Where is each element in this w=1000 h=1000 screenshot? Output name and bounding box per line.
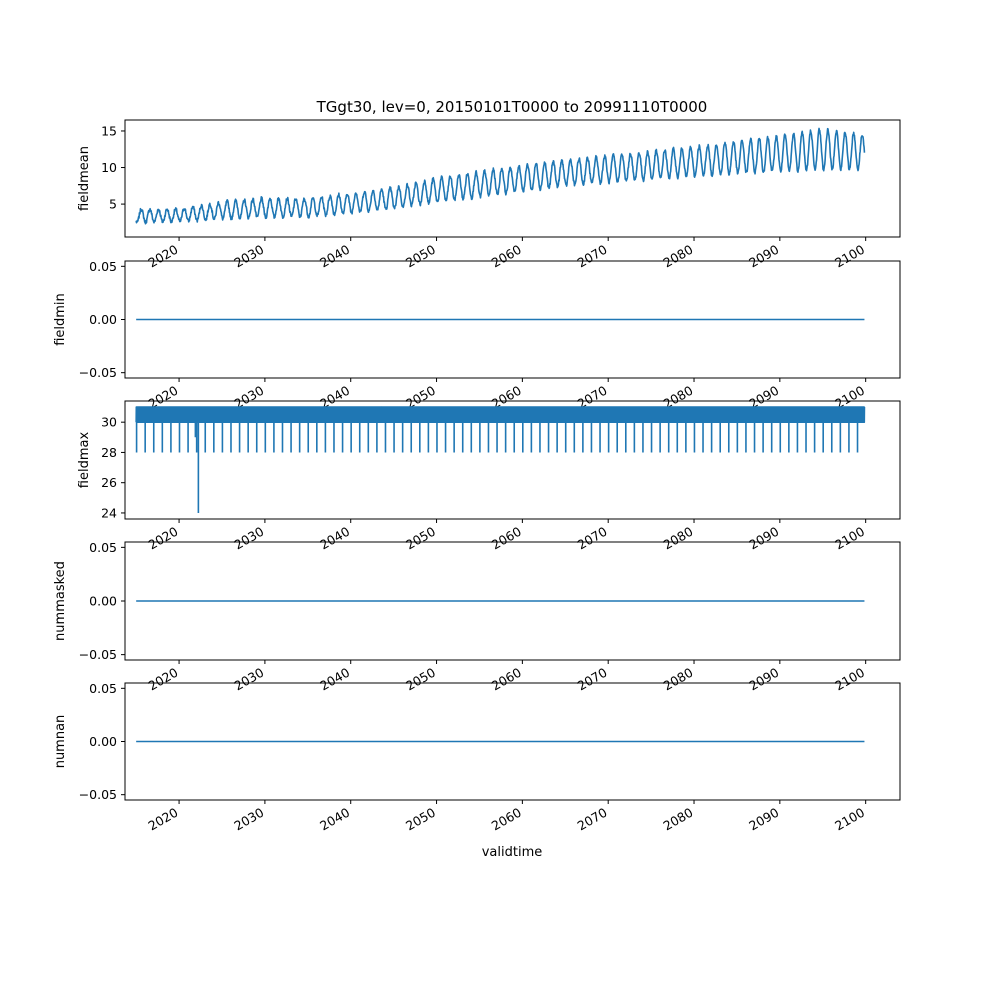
fieldmax-xtick-label: 2060 (489, 524, 524, 553)
numnan-xtick-label: 2040 (317, 805, 352, 834)
fieldmean-xtick-label: 2020 (146, 242, 181, 271)
nummasked-y-axis-label: nummasked (53, 561, 68, 641)
nummasked-xtick-label: 2030 (231, 665, 266, 694)
fieldmean-axes-frame (124, 119, 901, 238)
numnan-xtick-label: 2070 (575, 805, 610, 834)
nummasked-xtick-label: 2070 (575, 665, 610, 694)
numnan-xtick-label: 2030 (231, 805, 266, 834)
nummasked-ytick-label: −0.05 (79, 647, 117, 662)
fieldmax-ytick-label: 26 (101, 475, 117, 490)
numnan-ytick-label: 0.05 (89, 681, 117, 696)
fieldmax-axes-frame (124, 400, 901, 520)
fieldmean-xtick-label: 2040 (317, 242, 352, 271)
panel-nummasked: −0.05 0.00 0.05 2020 2030 2040 2050 2060 2070 208… (53, 540, 901, 694)
fieldmean-ytick-label: 10 (101, 160, 117, 175)
nummasked-xtick-label: 2020 (146, 665, 181, 694)
nummasked-ytick-label: 0.00 (89, 594, 117, 609)
fieldmax-xtick-label: 2070 (575, 524, 610, 553)
nummasked-xtick-label: 2060 (489, 665, 524, 694)
fieldmax-xtick-label: 2040 (317, 524, 352, 553)
fieldmin-ytick-label: 0.00 (89, 312, 117, 327)
fieldmean-xtick-label: 2090 (746, 242, 781, 271)
fieldmax-xtick-label: 2090 (746, 524, 781, 553)
panel-fieldmean: 5 10 15 2020 2030 2040 2050 2060 2070 2080 2090 210… (77, 119, 901, 271)
nummasked-xtick-label: 2040 (317, 665, 352, 694)
fieldmax-xtick-label: 2030 (231, 524, 266, 553)
fieldmax-y-axis-label: fieldmax (77, 432, 92, 489)
fieldmean-ytick-label: 15 (101, 123, 117, 138)
numnan-xtick-label: 2060 (489, 805, 524, 834)
nummasked-xtick-label: 2050 (403, 665, 438, 694)
fieldmean-xtick-label: 2030 (231, 242, 266, 271)
nummasked-ytick-label: 0.05 (89, 540, 117, 555)
fieldmean-ytick-label: 5 (109, 197, 117, 212)
fieldmax-xtick-label: 2080 (660, 524, 695, 553)
numnan-xtick-label: 2100 (832, 805, 867, 834)
numnan-xtick-label: 2020 (146, 805, 181, 834)
panel-numnan: −0.05 0.00 0.05 2020 2030 2040 2050 2060 2070 208… (53, 681, 901, 834)
numnan-xtick-label: 2050 (403, 805, 438, 834)
x-axis-label: validtime (482, 845, 543, 860)
nummasked-xtick-label: 2090 (746, 665, 781, 694)
fieldmax-ytick-label: 24 (101, 505, 117, 520)
fieldmean-xtick-label: 2080 (660, 242, 695, 271)
fieldmin-y-axis-label: fieldmin (53, 293, 68, 346)
fieldmax-xtick-label: 2020 (146, 524, 181, 553)
chart-title: TGgt30, lev=0, 20150101T0000 to 20991110… (316, 98, 708, 116)
fieldmean-series-line (135, 127, 866, 225)
fieldmax-xtick-label: 2100 (832, 524, 867, 553)
numnan-ytick-label: 0.00 (89, 734, 117, 749)
numnan-y-axis-label: numnan (53, 715, 68, 769)
fieldmean-xtick-label: 2070 (575, 242, 610, 271)
numnan-xtick-label: 2090 (746, 805, 781, 834)
fieldmax-xtick-label: 2050 (403, 524, 438, 553)
fieldmean-xtick-label: 2060 (489, 242, 524, 271)
fieldmean-y-axis-label: fieldmean (77, 146, 92, 211)
nummasked-xtick-label: 2100 (832, 665, 867, 694)
fieldmean-xtick-label: 2100 (832, 242, 867, 271)
nummasked-xtick-label: 2080 (660, 665, 695, 694)
fieldmax-series-line (135, 406, 866, 513)
numnan-ytick-label: −0.05 (79, 787, 117, 802)
fieldmean-xtick-label: 2050 (403, 242, 438, 271)
fieldmax-ytick-label: 30 (101, 415, 117, 430)
panel-fieldmax: 24 26 28 30 2020 2030 2040 2050 2060 2070 2080 2090… (77, 400, 901, 553)
fieldmin-ytick-label: 0.05 (89, 259, 117, 274)
numnan-xtick-label: 2080 (660, 805, 695, 834)
fieldmax-ytick-label: 28 (101, 445, 117, 460)
fieldmin-ytick-label: −0.05 (79, 365, 117, 380)
